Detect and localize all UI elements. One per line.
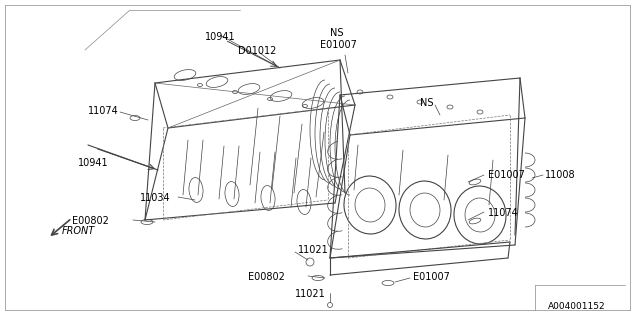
Text: 11034: 11034 <box>140 193 171 203</box>
Text: E00802: E00802 <box>72 216 109 226</box>
Text: E01007: E01007 <box>488 170 525 180</box>
Text: 10941: 10941 <box>205 32 236 42</box>
Text: 11074: 11074 <box>488 208 519 218</box>
Text: E01007: E01007 <box>413 272 450 282</box>
Text: E00802: E00802 <box>248 272 285 282</box>
Text: A004001152: A004001152 <box>548 302 605 311</box>
Text: 11074: 11074 <box>88 106 119 116</box>
Text: NS: NS <box>420 98 433 108</box>
Text: 11021: 11021 <box>295 289 326 299</box>
Text: NS: NS <box>330 28 344 38</box>
Text: 10941: 10941 <box>78 158 109 168</box>
Text: 11008: 11008 <box>545 170 575 180</box>
Text: 11021: 11021 <box>298 245 329 255</box>
Text: E01007: E01007 <box>320 40 357 50</box>
Text: FRONT: FRONT <box>62 226 95 236</box>
Text: D01012: D01012 <box>238 46 276 56</box>
